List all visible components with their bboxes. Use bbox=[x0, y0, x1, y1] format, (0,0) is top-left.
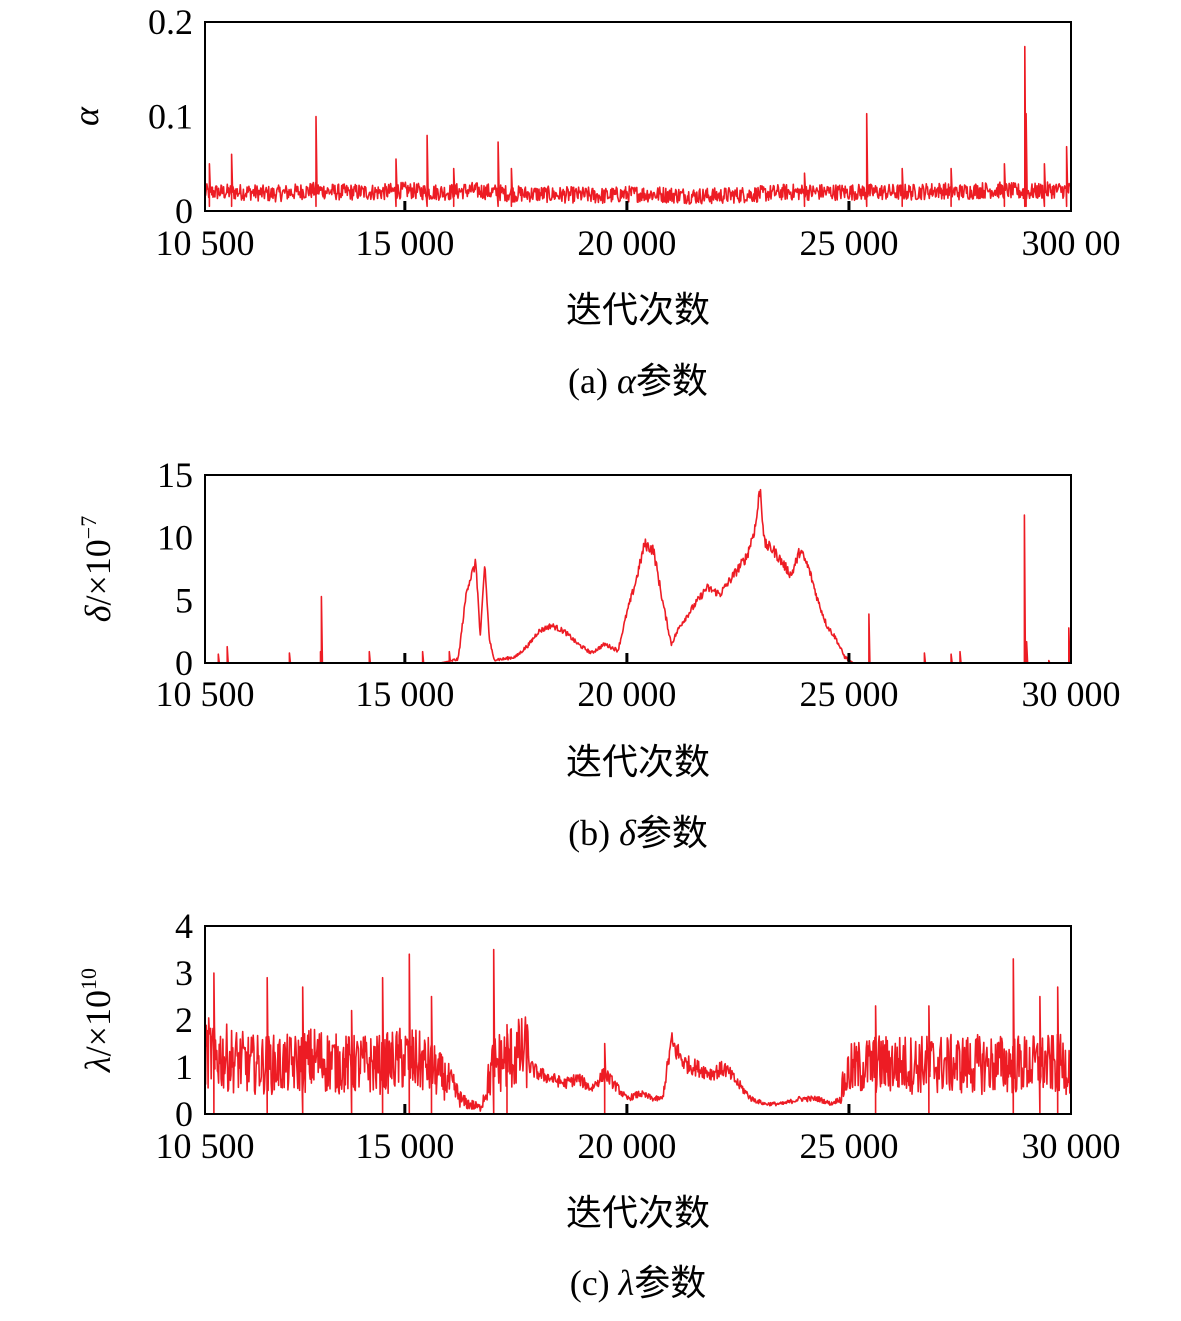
caption-symbol: λ bbox=[618, 1263, 635, 1303]
y-tick-label: 0 bbox=[175, 643, 193, 683]
y-axis-exponent: 10 bbox=[76, 968, 101, 990]
y-tick-label: 1 bbox=[175, 1047, 193, 1087]
y-axis-symbol: λ bbox=[78, 1056, 118, 1073]
y-axis-symbol: α bbox=[66, 106, 106, 126]
plot-frame bbox=[204, 474, 1072, 664]
y-tick-label: 10 bbox=[157, 518, 193, 558]
y-axis-exponent: −7 bbox=[76, 516, 101, 539]
chart-panel-a: 10 500 15 000 20 000 25 000 300 00 0 0.1 0.2 α 迭代… bbox=[66, 2, 1121, 402]
y-tick-label: 0 bbox=[175, 1094, 193, 1134]
x-tick-label: 15 000 bbox=[355, 1126, 454, 1166]
chart-panel-c: 10 500 15 000 20 000 25 000 30 00001234λ/×10… bbox=[76, 906, 1121, 1304]
series-line bbox=[204, 948, 1072, 1115]
y-tick-label: 0.1 bbox=[148, 97, 193, 137]
y-tick-label: 3 bbox=[175, 953, 193, 993]
y-axis-unit: /×10 bbox=[78, 539, 118, 605]
caption-prefix: (a) bbox=[568, 361, 617, 401]
plot-frame bbox=[204, 21, 1072, 212]
x-axis-title: 迭代次数 bbox=[566, 1193, 710, 1234]
x-tick-label: 20 000 bbox=[577, 223, 676, 263]
x-tick-label: 30 000 bbox=[1022, 674, 1121, 714]
y-axis-label: α bbox=[66, 106, 106, 126]
plot-frame bbox=[204, 925, 1072, 1115]
x-tick-label: 25 000 bbox=[799, 674, 898, 714]
x-tick-label: 20 000 bbox=[577, 674, 676, 714]
x-axis-title: 迭代次数 bbox=[566, 742, 710, 783]
x-tick-label: 15 000 bbox=[355, 223, 454, 263]
y-tick-label: 2 bbox=[175, 1000, 193, 1040]
x-tick-label: 15 000 bbox=[355, 674, 454, 714]
y-tick-label: 5 bbox=[175, 580, 193, 620]
caption-symbol: α bbox=[617, 361, 637, 401]
y-axis-symbol: δ bbox=[78, 604, 118, 622]
x-tick-label: 30 000 bbox=[1022, 1126, 1121, 1166]
x-tick-label: 300 00 bbox=[1022, 223, 1121, 263]
x-axis-title: 迭代次数 bbox=[566, 290, 710, 331]
series-line bbox=[204, 45, 1072, 208]
panel-caption: (c) λ参数 bbox=[570, 1263, 707, 1304]
caption-suffix: 参数 bbox=[636, 813, 708, 854]
y-tick-label: 0.2 bbox=[148, 2, 193, 42]
caption-prefix: (b) bbox=[568, 813, 619, 853]
y-axis-unit: /×10 bbox=[78, 990, 118, 1056]
x-tick-label: 25 000 bbox=[799, 223, 898, 263]
series-line bbox=[204, 488, 1072, 664]
x-tick-label: 10 500 bbox=[156, 674, 255, 714]
x-tick-label: 10 500 bbox=[156, 223, 255, 263]
caption-suffix: 参数 bbox=[636, 361, 708, 402]
chart-panel-b: 10 500 15 000 20 000 25 000 30 000051015δ/×1… bbox=[76, 455, 1121, 854]
panel-caption: (a) α参数 bbox=[568, 361, 708, 402]
caption-suffix: 参数 bbox=[634, 1263, 706, 1304]
y-tick-label: 4 bbox=[175, 906, 193, 946]
caption-symbol: δ bbox=[619, 813, 637, 853]
y-axis-label: λ/×1010 bbox=[76, 968, 118, 1073]
x-tick-label: 10 500 bbox=[156, 1126, 255, 1166]
y-tick-label: 0 bbox=[175, 191, 193, 231]
caption-prefix: (c) bbox=[570, 1263, 619, 1303]
x-tick-label: 20 000 bbox=[577, 1126, 676, 1166]
y-tick-label: 15 bbox=[157, 455, 193, 495]
y-axis-label: δ/×10−7 bbox=[76, 516, 118, 622]
panel-caption: (b) δ参数 bbox=[568, 813, 708, 854]
x-tick-label: 25 000 bbox=[799, 1126, 898, 1166]
